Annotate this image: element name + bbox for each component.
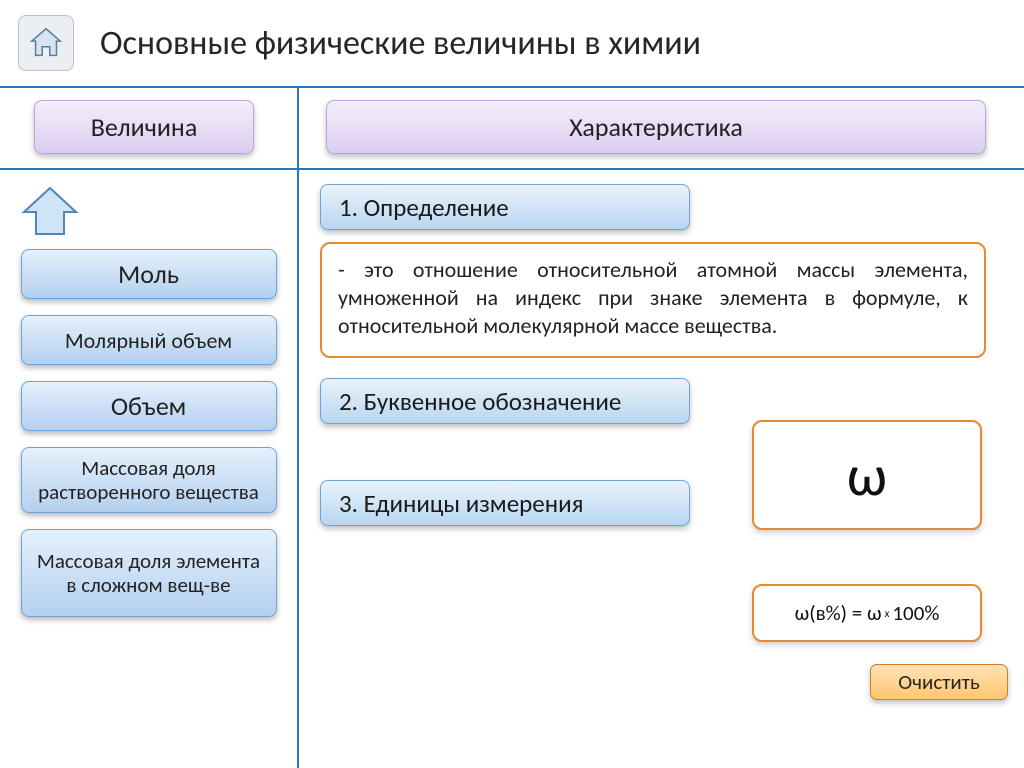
section-units-head[interactable]: 3. Единицы измерения: [320, 480, 690, 526]
definition-text: - это отношение относительной атомной ма…: [320, 242, 986, 358]
sidebar-item-mass-fraction-element[interactable]: Массовая доля элемента в сложном вещ-ве: [21, 529, 277, 617]
formula-op: x: [885, 607, 890, 620]
arrow-up-icon[interactable]: [18, 186, 82, 238]
formula-box: ω(в%) = ω x 100%: [752, 584, 982, 642]
column-header-quantity: Величина: [34, 100, 254, 154]
section-symbol-head[interactable]: 2. Буквенное обозначение: [320, 378, 690, 424]
header: Основные физические величины в химии: [0, 0, 1024, 86]
column-headers: Величина Характеристика: [0, 96, 1024, 160]
page-title: Основные физические величины в химии: [100, 23, 701, 64]
sidebar-item-volume[interactable]: Объем: [21, 381, 277, 431]
sidebar-item-molar-volume[interactable]: Молярный объем: [21, 315, 277, 365]
section-definition-head[interactable]: 1. Определение: [320, 184, 690, 230]
main-content: 1. Определение - это отношение относител…: [320, 184, 1004, 538]
divider-top: [0, 86, 1024, 88]
column-header-characteristic: Характеристика: [326, 100, 986, 154]
home-button[interactable]: [18, 15, 74, 71]
formula-left: ω(в%) = ω: [795, 600, 882, 626]
divider-mid: [0, 168, 1024, 170]
sidebar: Моль Молярный объем Объем Массовая доля …: [0, 180, 297, 633]
clear-button[interactable]: Очистить: [870, 664, 1008, 700]
sidebar-item-mass-fraction-solute[interactable]: Массовая доля растворенного вещества: [21, 447, 277, 513]
formula-right: 100%: [892, 600, 939, 626]
divider-vert: [297, 88, 299, 768]
sidebar-item-mole[interactable]: Моль: [21, 249, 277, 299]
symbol-box: ω: [752, 420, 982, 530]
home-icon: [27, 24, 65, 62]
